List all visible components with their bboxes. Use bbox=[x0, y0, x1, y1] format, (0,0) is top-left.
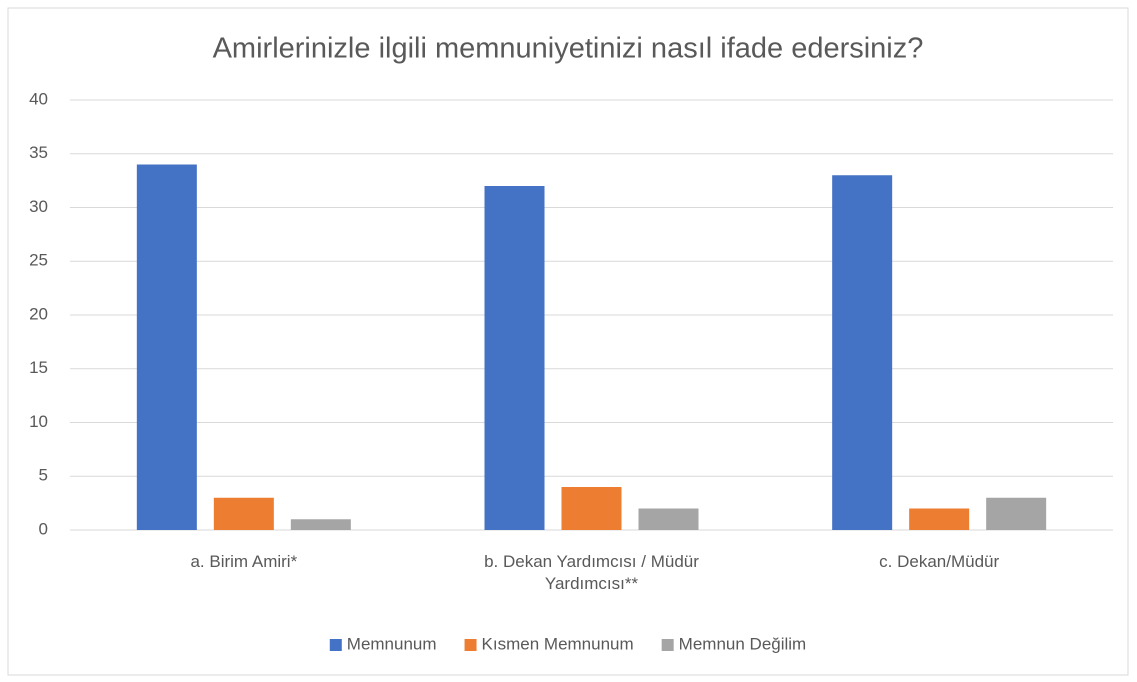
y-tick-label: 0 bbox=[39, 519, 48, 538]
chart-title: Amirlerinizle ilgili memnuniyetinizi nas… bbox=[213, 33, 924, 65]
y-tick-label: 20 bbox=[29, 304, 48, 323]
legend-label: Kısmen Memnunum bbox=[482, 634, 634, 653]
legend-swatch bbox=[661, 639, 674, 651]
bar bbox=[909, 508, 970, 530]
bar bbox=[136, 164, 197, 530]
x-tick-label: c. Dekan/Müdür bbox=[879, 552, 1000, 571]
y-tick-label: 5 bbox=[39, 466, 48, 485]
x-tick-label: b. Dekan Yardımcısı / Müdür Yardımcısı** bbox=[484, 552, 699, 593]
y-tick-label: 15 bbox=[29, 358, 48, 377]
bar bbox=[638, 508, 699, 530]
bar bbox=[986, 497, 1047, 530]
legend-label: Memnun Değilim bbox=[679, 634, 807, 653]
y-tick-label: 40 bbox=[29, 89, 48, 108]
y-tick-label: 25 bbox=[29, 251, 48, 270]
y-tick-label: 35 bbox=[29, 143, 48, 162]
bar bbox=[290, 519, 351, 530]
bar bbox=[561, 487, 622, 530]
x-tick-label: a. Birim Amiri* bbox=[190, 552, 298, 571]
y-tick-label: 30 bbox=[29, 197, 48, 216]
bar bbox=[832, 175, 893, 530]
legend-swatch bbox=[464, 639, 477, 651]
y-tick-label: 10 bbox=[29, 412, 48, 431]
legend-label: Memnunum bbox=[347, 634, 437, 653]
bar bbox=[484, 186, 545, 530]
bar bbox=[213, 497, 274, 530]
legend-swatch bbox=[329, 639, 342, 651]
